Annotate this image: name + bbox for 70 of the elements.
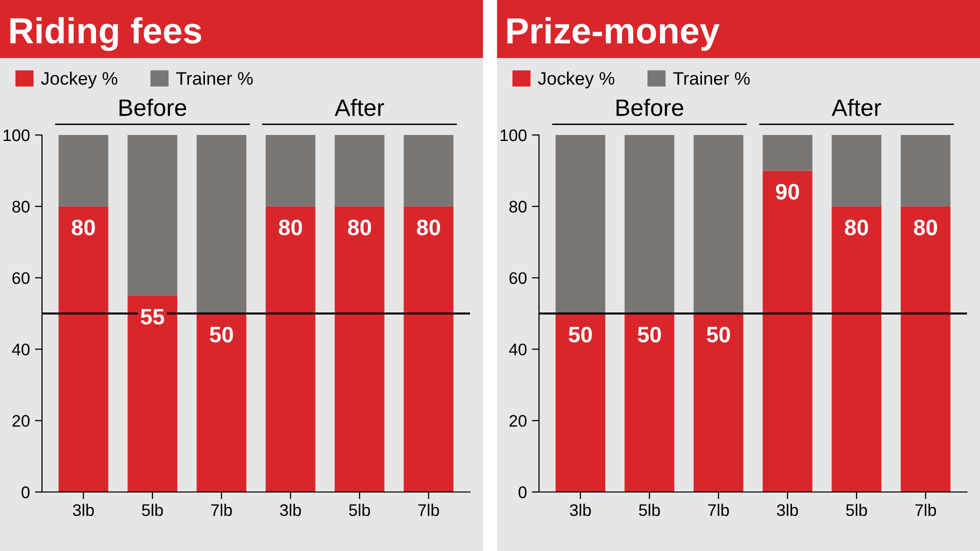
x-tick-label: 3lb bbox=[570, 504, 591, 516]
x-tick-label: 5lb bbox=[349, 504, 370, 516]
data-label: 80 bbox=[844, 220, 868, 236]
bar bbox=[128, 135, 178, 296]
x-tick-label: 7lb bbox=[915, 504, 936, 516]
legend-label: Jockey % bbox=[41, 72, 118, 88]
data-label: 80 bbox=[348, 220, 371, 236]
data-label: 80 bbox=[416, 220, 440, 236]
y-tick-label: 100 bbox=[500, 129, 527, 142]
data-label: 50 bbox=[638, 326, 661, 342]
bar bbox=[762, 170, 812, 492]
text: Before bbox=[120, 98, 186, 116]
y-tick-label: 60 bbox=[12, 272, 30, 284]
bar bbox=[196, 314, 246, 492]
bar bbox=[694, 314, 744, 492]
bar bbox=[58, 135, 108, 206]
bar bbox=[266, 135, 316, 206]
bar bbox=[832, 135, 882, 206]
data-label: 80 bbox=[914, 220, 938, 236]
data-label: 50 bbox=[568, 326, 592, 342]
bar bbox=[334, 206, 384, 492]
data-label: 80 bbox=[278, 220, 302, 236]
bar bbox=[624, 135, 674, 314]
text: After bbox=[334, 98, 384, 116]
data-label: 50 bbox=[210, 326, 233, 342]
text: Before bbox=[616, 98, 684, 116]
bar bbox=[556, 314, 606, 492]
bar bbox=[832, 206, 882, 492]
bar bbox=[404, 135, 454, 206]
x-tick-label: 3lb bbox=[72, 504, 94, 516]
data-label: 80 bbox=[72, 220, 95, 236]
x-tick-label: 5lb bbox=[846, 504, 867, 516]
text: After bbox=[832, 98, 882, 116]
y-tick-label: 0 bbox=[518, 486, 527, 498]
bar bbox=[266, 206, 316, 492]
bar bbox=[900, 206, 950, 492]
chart-title: Prize-money bbox=[507, 17, 720, 51]
data-label: 55 bbox=[140, 309, 164, 325]
data-label: 50 bbox=[706, 326, 730, 342]
legend-label: Jockey % bbox=[538, 72, 614, 88]
data-label: 90 bbox=[776, 184, 799, 200]
legend-label: Trainer % bbox=[176, 72, 253, 85]
y-tick-label: 40 bbox=[12, 344, 30, 356]
y-tick-label: 40 bbox=[509, 344, 527, 356]
legend-label: Trainer % bbox=[673, 72, 750, 85]
y-tick-label: 60 bbox=[510, 272, 527, 284]
bar bbox=[128, 296, 178, 492]
y-tick-label: 20 bbox=[12, 415, 30, 427]
bar bbox=[624, 314, 674, 492]
x-tick-label: 5lb bbox=[639, 504, 660, 516]
bar bbox=[404, 206, 454, 492]
chart-title: Riding fees bbox=[10, 17, 202, 51]
bar bbox=[762, 135, 812, 171]
y-tick-label: 100 bbox=[4, 129, 30, 142]
y-tick-label: 80 bbox=[509, 200, 527, 213]
bar bbox=[334, 135, 384, 206]
y-tick-label: 0 bbox=[22, 486, 30, 498]
bar bbox=[196, 135, 246, 314]
bar bbox=[694, 135, 744, 314]
x-tick-label: 3lb bbox=[777, 504, 798, 516]
y-tick-label: 20 bbox=[509, 415, 527, 427]
x-tick-label: 7lb bbox=[708, 504, 729, 516]
x-tick-label: 3lb bbox=[280, 504, 301, 516]
x-tick-label: 7lb bbox=[211, 504, 232, 516]
x-tick-label: 5lb bbox=[142, 504, 163, 516]
bar bbox=[900, 135, 950, 206]
y-tick-label: 80 bbox=[12, 200, 30, 213]
bar bbox=[556, 135, 606, 314]
x-tick-label: 7lb bbox=[418, 504, 440, 516]
bar bbox=[58, 206, 108, 492]
